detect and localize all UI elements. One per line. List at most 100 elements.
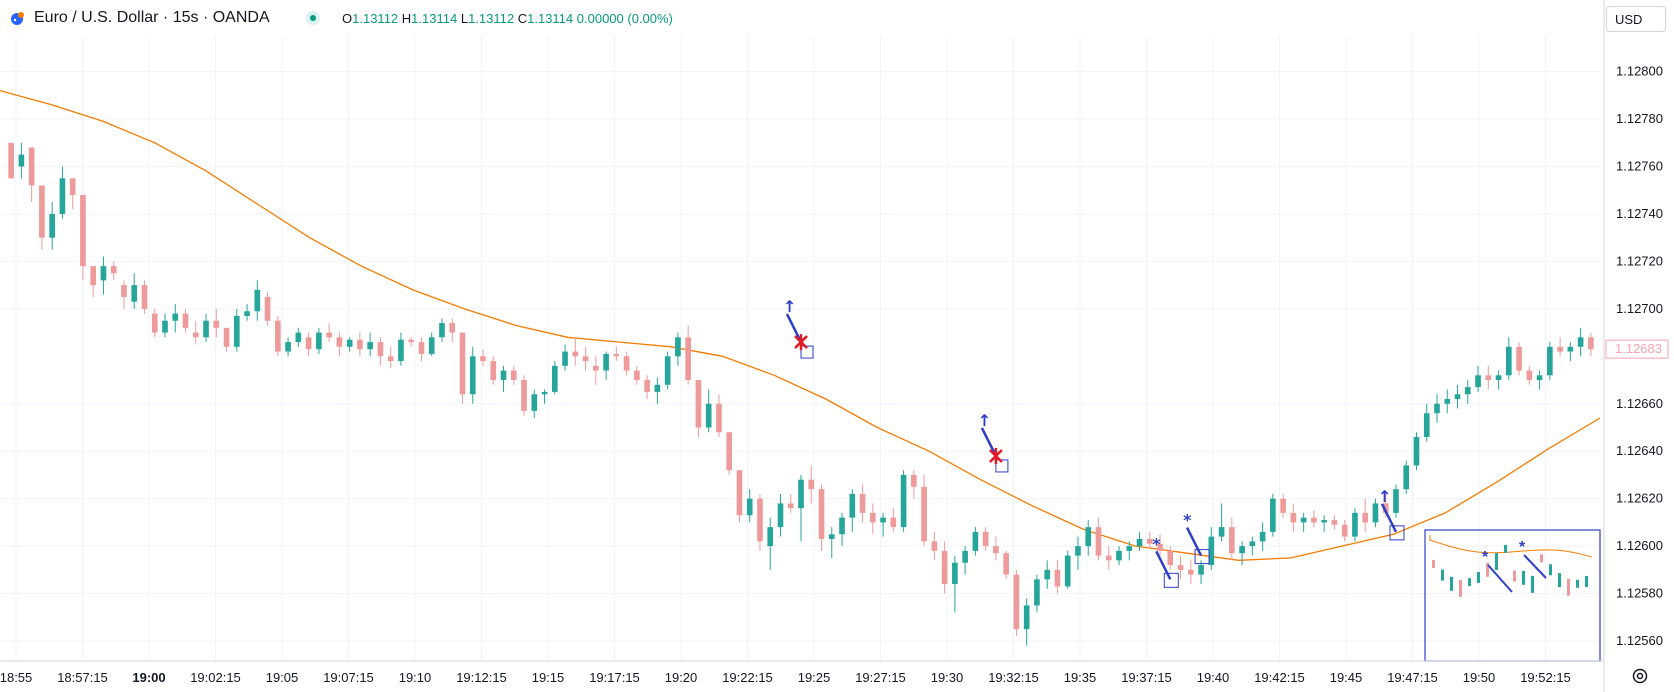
candle-body	[1280, 498, 1286, 513]
candle	[705, 389, 712, 433]
candle	[1259, 522, 1266, 551]
inset-marker: *	[1519, 539, 1526, 556]
candle	[121, 280, 127, 309]
candle-body	[1464, 387, 1471, 395]
annotation-arrow_box: *	[1183, 511, 1210, 565]
gear-icon[interactable]	[1630, 666, 1650, 686]
candle	[1413, 432, 1420, 471]
time-tick-label: 19:17:15	[589, 670, 640, 685]
candle	[1331, 515, 1338, 530]
candle-body	[675, 337, 681, 357]
candle	[634, 365, 640, 385]
candle-body	[80, 194, 86, 267]
candle	[1229, 517, 1235, 561]
candle	[490, 356, 497, 385]
candle	[551, 361, 558, 395]
candle-body	[1249, 541, 1256, 547]
candle-body	[736, 470, 743, 516]
candle	[1054, 560, 1061, 594]
candle	[162, 313, 168, 338]
time-tick-label: 19:37:15	[1121, 670, 1172, 685]
annotation-box	[1389, 525, 1405, 541]
candle	[1588, 332, 1594, 357]
candle-body	[1157, 543, 1163, 551]
candle	[500, 365, 507, 392]
candle-body	[480, 356, 486, 362]
moving-average-layer	[0, 89, 1601, 561]
inset-candle	[1549, 564, 1552, 576]
price-tick-label: 1.12800	[1616, 64, 1663, 79]
candle	[900, 470, 907, 532]
moving-average-line	[0, 89, 1601, 561]
currency-selector[interactable]: USD	[1606, 6, 1666, 32]
candle	[510, 365, 517, 385]
time-tick-label: 19:07:15	[323, 670, 374, 685]
inset-candle	[1585, 575, 1588, 587]
candle-body	[695, 380, 702, 428]
annotation-arrow-line	[1380, 503, 1398, 533]
candle-body	[911, 474, 917, 487]
candle	[767, 517, 774, 570]
candle	[726, 432, 733, 475]
candle-body	[1403, 465, 1410, 490]
candle	[1311, 510, 1317, 528]
candle-body	[859, 493, 866, 513]
candle-body	[1034, 579, 1040, 606]
candle-body	[1208, 536, 1215, 566]
candle-body	[716, 403, 722, 433]
market-status-icon[interactable]	[306, 11, 320, 25]
candle-body	[39, 185, 45, 238]
candle-body	[182, 313, 189, 328]
candle	[921, 474, 927, 547]
candle	[1434, 394, 1440, 423]
candle	[1126, 541, 1133, 561]
candle	[141, 280, 148, 314]
inset-candle	[1558, 573, 1561, 588]
candle-body	[275, 320, 281, 352]
candle	[18, 142, 25, 179]
annotation-arrow_box: *	[1152, 534, 1179, 588]
candle-body	[1126, 546, 1133, 551]
candle-body	[1290, 512, 1297, 523]
candle-body	[746, 498, 753, 516]
candle-body	[449, 323, 456, 333]
candle-body	[1352, 512, 1358, 537]
candle	[664, 351, 671, 390]
candle-body	[839, 517, 845, 535]
candle	[69, 178, 76, 210]
candle-body	[18, 154, 25, 167]
candle-body	[1362, 512, 1369, 523]
inset-candle	[1468, 578, 1471, 587]
candle	[1362, 498, 1369, 532]
candle	[808, 465, 815, 504]
annotation-arrow-line	[1185, 527, 1203, 557]
price-axis: 1.12800 1.12780 1.12760 1.12740 1.12720 1.127…	[1605, 64, 1669, 648]
candle-body	[1588, 337, 1594, 350]
symbol-title[interactable]: Euro / U.S. Dollar · 15s · OANDA	[34, 9, 270, 26]
candle-body	[316, 332, 322, 350]
candle	[675, 332, 681, 366]
candle-body	[1300, 517, 1307, 523]
open-value: 1.13112	[352, 11, 399, 26]
candle-body	[880, 517, 886, 523]
candle-body	[993, 546, 999, 554]
candle	[1547, 342, 1553, 381]
candle-body	[1003, 553, 1009, 575]
annotation-arrow-line	[1155, 550, 1172, 580]
candle	[1495, 370, 1502, 390]
candle	[777, 493, 784, 537]
candle-body	[141, 285, 148, 309]
candle-body	[828, 534, 835, 539]
candle	[1249, 536, 1256, 556]
price-tick-label: 1.12560	[1616, 633, 1663, 648]
candle-body	[808, 479, 815, 490]
price-tick-label: 1.12620	[1616, 491, 1663, 506]
candle-body	[1393, 489, 1399, 513]
time-tick-label: 19:25	[798, 670, 831, 685]
candle	[449, 318, 456, 343]
candle-body	[972, 531, 979, 551]
candle-body	[1116, 550, 1122, 561]
candle	[890, 508, 897, 532]
candle	[480, 349, 486, 366]
